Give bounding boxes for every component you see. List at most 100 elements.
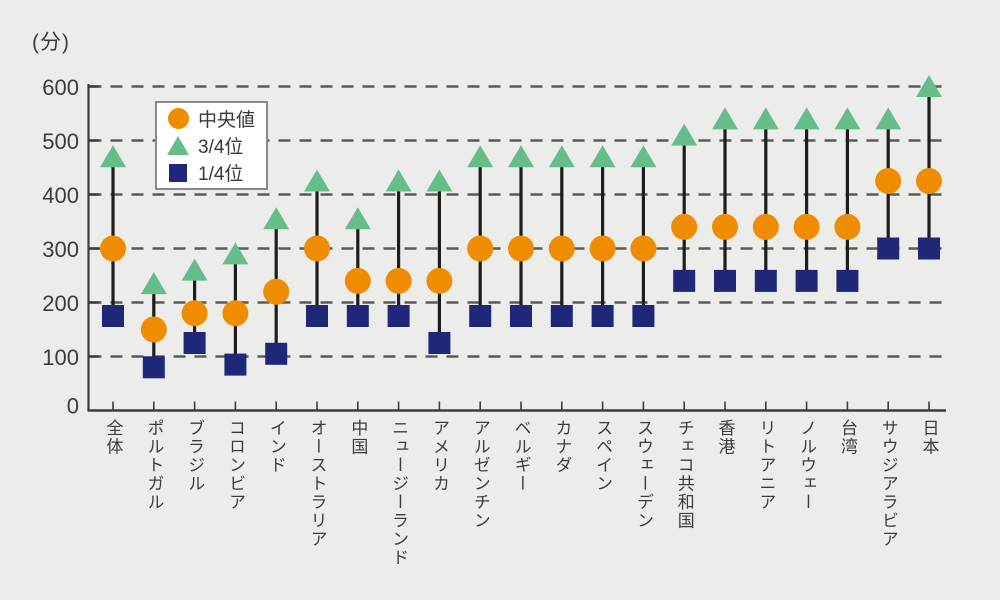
y-tick-label: 0	[67, 394, 79, 419]
median-marker	[344, 267, 371, 294]
median-marker	[875, 168, 902, 194]
q1-marker	[591, 305, 614, 327]
q3-triangle-icon	[166, 136, 190, 155]
x-category-label: カナダ	[552, 419, 572, 475]
q3-marker	[916, 75, 942, 97]
q3-marker	[426, 169, 453, 192]
median-marker	[630, 235, 657, 262]
q3-marker	[385, 169, 412, 192]
median-marker	[263, 278, 290, 305]
q1-marker	[673, 269, 696, 292]
median-marker	[426, 267, 453, 294]
q1-marker	[183, 332, 206, 354]
q1-marker	[550, 305, 573, 327]
median-marker	[508, 235, 534, 262]
median-marker	[589, 235, 616, 262]
x-category-label: スペイン	[593, 419, 613, 493]
legend: 中央値 3/4位 1/4位	[155, 101, 268, 190]
x-category-label: スウェーデン	[633, 419, 653, 530]
q3-marker	[467, 145, 494, 168]
q3-marker	[834, 107, 861, 130]
q1-square-icon	[166, 163, 190, 182]
median-marker	[385, 267, 412, 294]
x-category-label: 中国	[348, 419, 368, 456]
q3-marker	[304, 169, 330, 192]
q3-marker	[875, 107, 902, 130]
legend-label-q3: 3/4位	[198, 137, 244, 158]
q1-marker	[265, 342, 288, 365]
q3-marker	[222, 242, 249, 265]
q3-marker	[793, 107, 820, 130]
q1-marker	[795, 269, 818, 292]
x-category-label: ノルウェー	[797, 419, 817, 512]
median-marker	[671, 213, 698, 240]
x-category-label: ブラジル	[185, 419, 205, 493]
x-category-label: サウジアラビア	[878, 419, 898, 549]
legend-label-q1: 1/4位	[198, 164, 244, 185]
median-marker	[304, 235, 330, 262]
y-tick-label: 600	[42, 75, 79, 100]
q1-marker	[510, 305, 532, 327]
median-marker	[548, 235, 575, 262]
legend-item-q1: 1/4位	[166, 162, 266, 185]
median-marker	[916, 168, 942, 194]
q1-marker	[346, 305, 369, 327]
x-category-label: インド	[266, 419, 286, 475]
q1-marker	[469, 305, 492, 327]
q3-marker	[671, 123, 698, 146]
q1-marker	[918, 237, 940, 260]
median-marker	[712, 213, 738, 240]
q1-marker	[306, 305, 328, 327]
q3-marker	[752, 107, 779, 130]
legend-label-median: 中央値	[198, 110, 256, 131]
q3-marker	[548, 145, 575, 168]
q1-marker	[714, 269, 736, 292]
y-axis-unit-label: (分)	[32, 31, 70, 54]
x-category-label: リトアニア	[756, 419, 776, 512]
q3-marker	[263, 207, 290, 230]
median-marker	[100, 235, 126, 262]
x-category-label: 日本	[919, 419, 939, 456]
q3-marker	[344, 207, 371, 230]
x-category-label: ベルギー	[511, 419, 531, 493]
median-marker	[140, 316, 167, 343]
x-category-label: アルゼンチン	[470, 419, 490, 530]
q1-marker	[428, 332, 451, 354]
median-marker	[467, 235, 494, 262]
y-tick-label: 300	[42, 237, 79, 262]
x-category-label: チェコ共和国	[674, 419, 694, 530]
q3-marker	[100, 145, 126, 168]
x-category-label: 台湾	[837, 419, 857, 456]
q1-marker	[754, 269, 777, 292]
q3-marker	[712, 107, 738, 130]
y-tick-label: 500	[42, 129, 79, 154]
q1-marker	[387, 305, 410, 327]
legend-item-median: 中央値	[166, 108, 266, 131]
median-marker	[793, 213, 820, 240]
median-circle-icon	[166, 108, 190, 129]
y-tick-label: 100	[42, 345, 79, 370]
median-marker	[181, 300, 208, 327]
q1-marker	[224, 353, 247, 376]
median-marker	[752, 213, 779, 240]
q3-marker	[508, 145, 534, 168]
q3-marker	[181, 258, 208, 281]
x-category-label: ポルトガル	[144, 419, 164, 512]
x-category-label: アメリカ	[429, 419, 449, 493]
q1-marker	[877, 237, 900, 260]
x-category-label: 香港	[715, 419, 735, 456]
q1-marker	[632, 305, 655, 327]
q1-marker	[836, 269, 859, 292]
x-category-label: コロンビア	[225, 419, 245, 512]
median-marker	[222, 300, 249, 327]
q3-marker	[140, 272, 167, 295]
q3-marker	[630, 145, 657, 168]
x-category-label: ニュージーランド	[389, 419, 409, 567]
y-tick-label: 400	[42, 183, 79, 208]
x-category-label: 全体	[103, 419, 123, 456]
x-category-label: オーストラリア	[307, 419, 327, 549]
q1-marker	[102, 305, 124, 327]
